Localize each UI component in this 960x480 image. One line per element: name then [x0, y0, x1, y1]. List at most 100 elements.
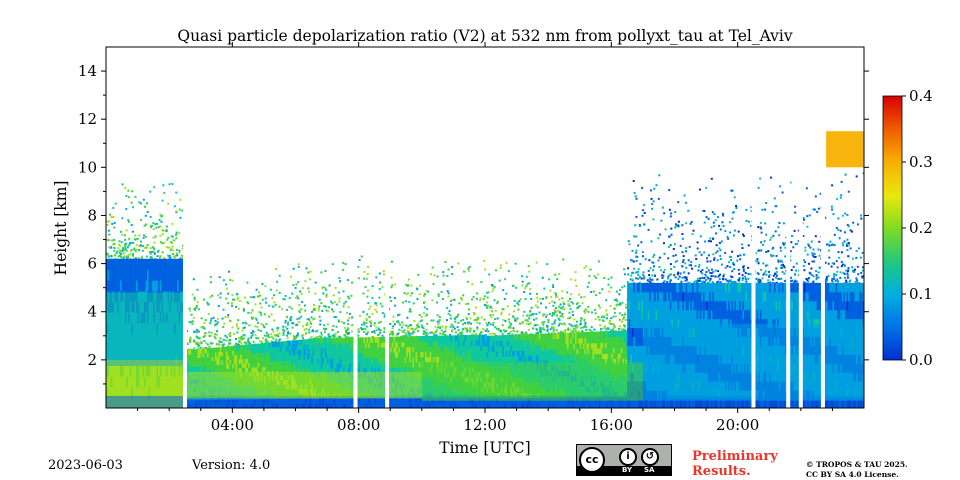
heatmap-plot-area	[106, 47, 864, 408]
aerosol-cell	[276, 360, 279, 367]
aerosol-cell	[113, 269, 116, 281]
signal-pixel	[558, 273, 561, 275]
signal-pixel	[501, 324, 504, 327]
signal-pixel	[402, 323, 405, 326]
signal-pixel	[226, 302, 229, 305]
signal-pixel	[153, 252, 156, 255]
aerosol-cell	[286, 341, 288, 347]
signal-pixel	[589, 268, 592, 271]
aerosol-cell	[361, 347, 364, 354]
aerosol-cell	[322, 352, 325, 359]
aerosol-cell	[336, 368, 339, 374]
aerosol-cell	[338, 358, 340, 364]
signal-pixel	[836, 278, 839, 281]
aerosol-cell	[314, 353, 317, 359]
signal-pixel	[766, 264, 769, 267]
signal-pixel	[123, 252, 126, 255]
signal-pixel	[250, 336, 253, 339]
signal-pixel	[227, 292, 229, 295]
signal-pixel	[476, 297, 478, 300]
signal-pixel	[261, 298, 264, 301]
aerosol-cell	[219, 368, 222, 374]
signal-pixel	[814, 195, 817, 198]
signal-pixel	[732, 211, 735, 214]
aerosol-cell	[303, 344, 306, 350]
signal-pixel	[336, 303, 339, 306]
signal-pixel	[710, 240, 712, 243]
signal-pixel	[267, 336, 270, 339]
signal-pixel	[159, 213, 162, 216]
aerosol-cell	[290, 355, 293, 361]
signal-pixel	[496, 302, 499, 305]
aerosol-cell	[278, 360, 280, 366]
aerosol-cell	[308, 353, 310, 360]
aerosol-cell	[314, 358, 317, 364]
signal-pixel	[118, 254, 121, 257]
aerosol-cell	[273, 351, 276, 357]
signal-pixel	[736, 259, 739, 262]
aerosol-cell	[369, 342, 372, 348]
signal-pixel	[128, 238, 131, 241]
signal-pixel	[170, 235, 173, 238]
signal-pixel	[467, 321, 469, 324]
signal-pixel	[569, 307, 572, 310]
signal-pixel	[690, 264, 692, 267]
signal-pixel	[603, 327, 606, 330]
signal-pixel	[325, 293, 328, 296]
aerosol-cell	[259, 352, 262, 358]
signal-pixel	[594, 312, 597, 315]
signal-pixel	[382, 270, 385, 273]
aerosol-cell	[150, 269, 153, 281]
signal-pixel	[757, 186, 760, 189]
signal-pixel	[614, 326, 616, 328]
aerosol-cell	[262, 343, 265, 349]
signal-pixel	[632, 180, 635, 182]
signal-pixel	[496, 317, 499, 320]
signal-pixel	[855, 175, 858, 178]
signal-pixel	[447, 295, 450, 298]
signal-pixel	[499, 264, 502, 267]
signal-pixel	[539, 297, 542, 300]
signal-pixel	[108, 233, 111, 236]
signal-pixel	[513, 310, 515, 313]
signal-pixel	[670, 227, 673, 230]
aerosol-cell	[202, 357, 205, 362]
signal-pixel	[486, 306, 489, 309]
aerosol-cell	[300, 349, 303, 355]
signal-pixel	[203, 327, 206, 330]
aerosol-cell	[226, 364, 228, 370]
signal-pixel	[553, 331, 556, 334]
signal-pixel	[437, 320, 440, 323]
signal-pixel	[320, 331, 323, 334]
signal-pixel	[339, 280, 341, 283]
signal-pixel	[825, 243, 828, 246]
aerosol-cell	[374, 352, 377, 358]
aerosol-cell	[268, 351, 271, 358]
signal-pixel	[262, 337, 264, 340]
signal-pixel	[274, 340, 277, 343]
signal-pixel	[274, 303, 277, 306]
signal-pixel	[118, 243, 121, 246]
signal-pixel	[790, 269, 793, 271]
aerosol-cell	[150, 258, 153, 271]
aerosol-cell	[298, 349, 301, 356]
signal-pixel	[484, 268, 487, 271]
signal-pixel	[837, 280, 840, 283]
aerosol-cell	[342, 347, 345, 354]
signal-pixel	[651, 207, 654, 210]
signal-pixel	[167, 202, 170, 205]
signal-pixel	[525, 275, 528, 278]
signal-pixel	[689, 222, 692, 225]
signal-pixel	[737, 230, 740, 233]
signal-pixel	[789, 250, 792, 253]
aerosol-cell	[268, 365, 271, 372]
signal-pixel	[837, 251, 840, 254]
aerosol-cell	[276, 356, 279, 362]
signal-pixel	[521, 275, 523, 278]
signal-pixel	[460, 298, 463, 301]
signal-pixel	[614, 315, 617, 318]
signal-pixel	[759, 177, 762, 180]
aerosol-cell	[265, 356, 268, 363]
signal-pixel	[487, 291, 490, 294]
aerosol-cell	[317, 368, 320, 374]
